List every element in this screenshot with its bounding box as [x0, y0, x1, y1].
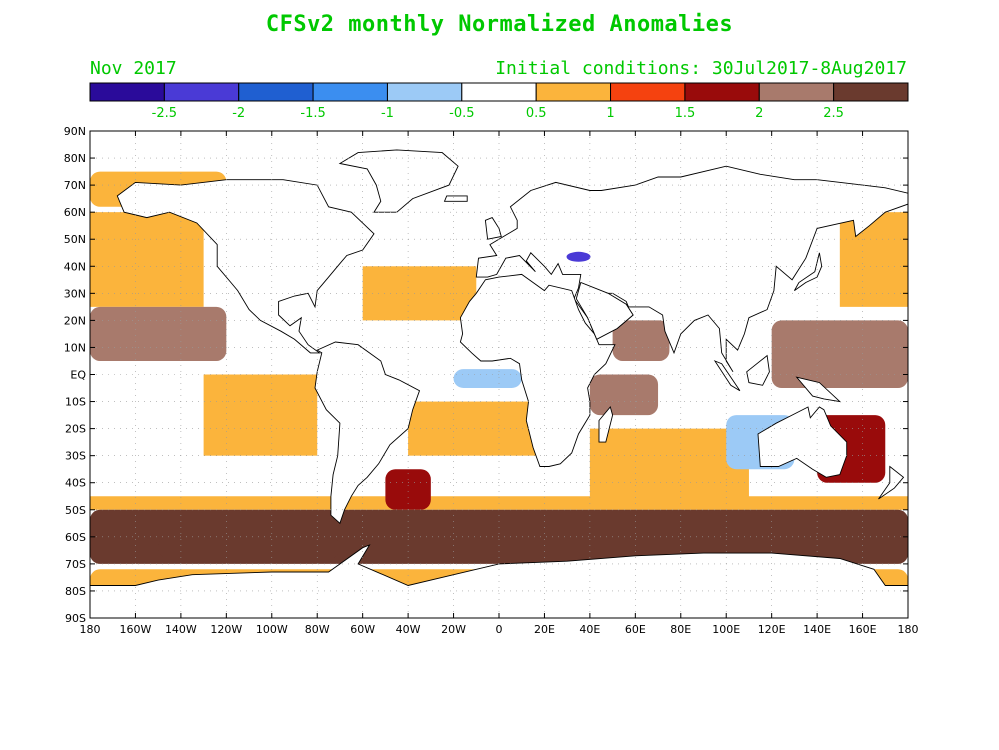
lon-label: 40E: [579, 623, 600, 636]
landmass-uk: [484, 217, 502, 240]
colorbar-label: -1.5: [300, 106, 325, 121]
lon-label: 60E: [625, 623, 646, 636]
lon-label: 120E: [758, 623, 786, 636]
lon-label: 140E: [803, 623, 831, 636]
lat-label: 20S: [65, 423, 86, 436]
lon-label: 40W: [396, 623, 421, 636]
anomaly-region: [589, 523, 727, 551]
map-gridlines: [90, 131, 908, 618]
landmass-japan: [794, 252, 823, 291]
anomaly-region: [589, 374, 659, 416]
lat-label: 80S: [65, 585, 86, 598]
lat-label: 30N: [64, 287, 86, 300]
lat-label: 90S: [65, 612, 86, 625]
landmass-africa: [459, 273, 616, 467]
landmass-north-america: [116, 179, 375, 354]
lon-label: 80W: [305, 623, 330, 636]
lat-label: 80N: [64, 152, 86, 165]
lat-label: 40S: [65, 477, 86, 490]
anomaly-region: [453, 369, 522, 389]
colorbar-label: -2: [232, 106, 245, 121]
landmass-madagascar: [598, 406, 614, 443]
anomaly-region: [90, 212, 204, 307]
lon-label: 180: [80, 623, 101, 636]
lon-label: 140W: [165, 623, 197, 636]
landmass-arabia: [575, 281, 634, 340]
colorbar-label: -2.5: [152, 106, 177, 121]
lat-label: 50S: [65, 504, 86, 517]
lon-label: 160W: [120, 623, 152, 636]
colorbar-label: 0.5: [526, 106, 547, 121]
lat-label: 70N: [64, 179, 86, 192]
chart-title: CFSv2 monthly Normalized Anomalies: [265, 12, 734, 37]
colorbar-label: 1: [606, 106, 614, 121]
landmass-new-guinea: [795, 376, 842, 403]
colorbar-bin: [833, 82, 909, 102]
anomaly-region: [158, 536, 340, 559]
anomaly-region: [839, 212, 908, 307]
lon-label: 0: [496, 623, 503, 636]
colorbar-label: 2: [755, 106, 763, 121]
landmass-sumatra: [713, 360, 741, 392]
initial-conditions: Initial conditions: 30Jul2017-8Aug2017: [495, 58, 907, 79]
colorbar-label: -0.5: [449, 106, 474, 121]
landmass-south-america: [314, 341, 421, 525]
lat-label: 60N: [64, 206, 86, 219]
lon-label: 20E: [534, 623, 555, 636]
lon-label: 100W: [256, 623, 288, 636]
anomaly-region: [408, 401, 545, 456]
anomaly-region: [362, 266, 477, 321]
colorbar-label: -1: [381, 106, 394, 121]
forecast-period: Nov 2017: [90, 58, 177, 79]
landmass-borneo: [746, 354, 770, 386]
colorbar-label: 2.5: [823, 106, 844, 121]
lat-label: 60S: [65, 531, 86, 544]
landmass-australia: [757, 406, 848, 478]
anomaly-region: [385, 469, 431, 510]
lat-label: 10S: [65, 396, 86, 409]
lat-label: 10N: [64, 341, 86, 354]
lon-label: 60W: [350, 623, 375, 636]
lat-label: 90N: [64, 125, 86, 138]
lon-label: 180: [898, 623, 919, 636]
lon-label: 100E: [712, 623, 740, 636]
anomaly-region: [771, 320, 908, 389]
lat-label: 40N: [64, 260, 86, 273]
lon-label: 160E: [849, 623, 877, 636]
anomaly-region: [566, 251, 591, 262]
landmass-new-zealand: [878, 465, 905, 500]
landmass-iceland: [443, 195, 468, 202]
lat-label: EQ: [70, 369, 86, 382]
colorbar-legend: -2.5 -2 -1.5 -1 -0.5 0.5 1 1.5 2 2.5: [89, 82, 909, 121]
lon-label: 20W: [441, 623, 466, 636]
lon-label: 120W: [210, 623, 242, 636]
lat-label: 70S: [65, 558, 86, 571]
landmass-greenland: [338, 149, 459, 213]
anomaly-region: [612, 320, 670, 361]
anomaly-region: [203, 374, 318, 456]
lon-label: 80E: [670, 623, 691, 636]
lat-label: 30S: [65, 450, 86, 463]
colorbar-label: 1.5: [675, 106, 696, 121]
anomaly-region: [90, 306, 227, 361]
lat-label: 50N: [64, 233, 86, 246]
lat-label: 20N: [64, 314, 86, 327]
